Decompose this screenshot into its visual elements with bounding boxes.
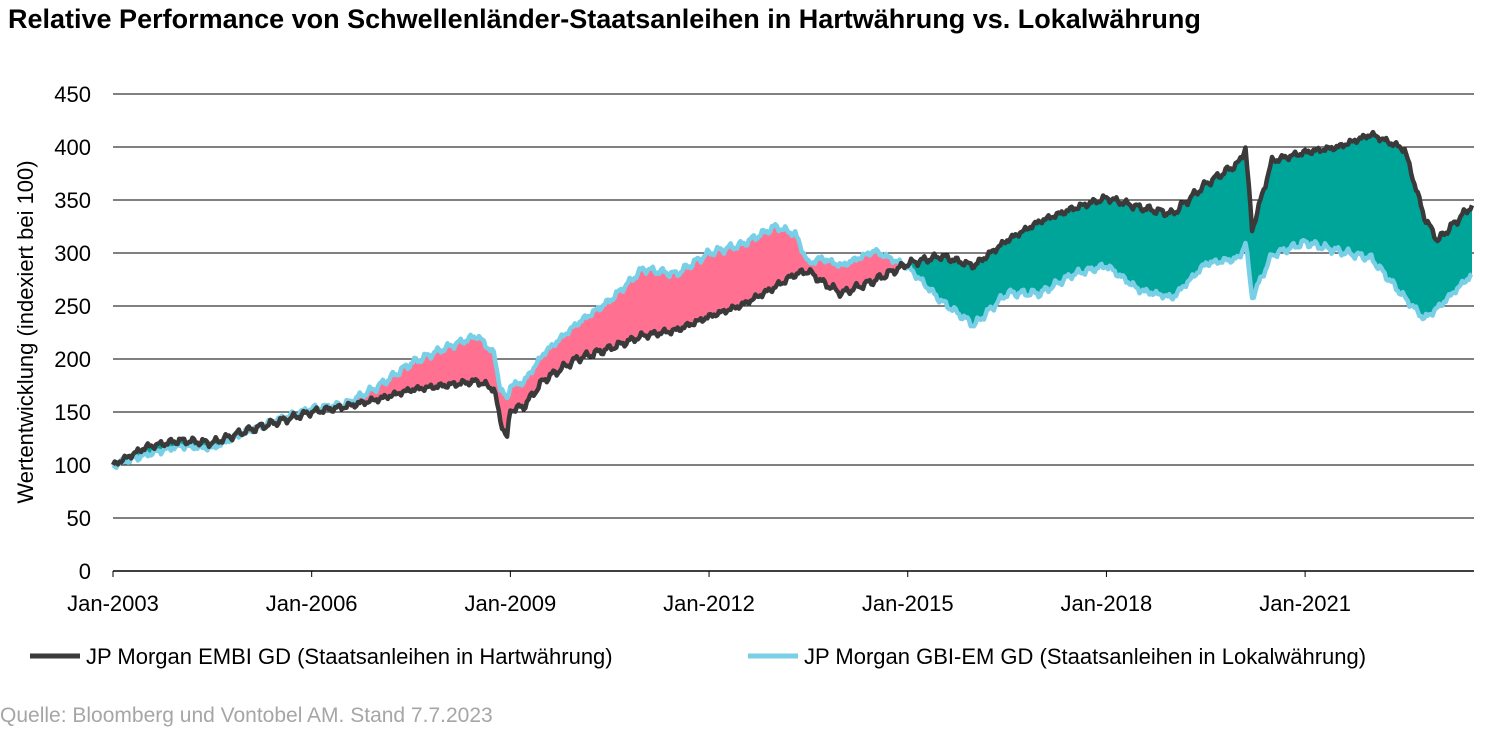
x-tick-label: Jan-2012: [663, 591, 755, 616]
source-note: Quelle: Bloomberg und Vontobel AM. Stand…: [0, 704, 493, 727]
x-tick-label: Jan-2018: [1061, 591, 1153, 616]
x-tick-label: Jan-2021: [1259, 591, 1351, 616]
y-tick-labels: 0 50 100 150 200 250 300 350 400 450: [54, 82, 91, 584]
y-tick-label: 250: [54, 294, 91, 319]
y-tick-label: 300: [54, 241, 91, 266]
series-lines: [110, 129, 1475, 470]
y-tick-label: 50: [67, 506, 91, 531]
x-tick-label: Jan-2003: [67, 591, 159, 616]
difference-fills: [113, 132, 1472, 468]
y-axis-label: Wertentwicklung (indexiert bei 100): [13, 160, 38, 503]
y-tick-label: 150: [54, 400, 91, 425]
y-tick-label: 450: [54, 82, 91, 107]
fill-hard-above-local: [113, 132, 1472, 468]
x-tick-label: Jan-2009: [464, 591, 556, 616]
legend-item-embi: JP Morgan EMBI GD (Staatsanleihen in Har…: [30, 644, 613, 669]
y-tick-label: 350: [54, 188, 91, 213]
y-tick-label: 100: [54, 453, 91, 478]
legend: JP Morgan EMBI GD (Staatsanleihen in Har…: [30, 644, 1366, 669]
x-tick-label: Jan-2015: [862, 591, 954, 616]
legend-label: JP Morgan GBI-EM GD (Staatsanleihen in L…: [804, 644, 1366, 669]
x-tick-labels: Jan-2003 Jan-2006 Jan-2009 Jan-2012 Jan-2015…: [67, 571, 1351, 616]
y-tick-label: 400: [54, 135, 91, 160]
x-tick-label: Jan-2006: [266, 591, 358, 616]
chart-title: Relative Performance von Schwellenländer…: [8, 4, 1201, 34]
series-line-embi: [110, 129, 1475, 467]
y-tick-label: 0: [79, 559, 91, 584]
legend-label: JP Morgan EMBI GD (Staatsanleihen in Har…: [86, 644, 613, 669]
legend-item-gbi-em: JP Morgan GBI-EM GD (Staatsanleihen in L…: [748, 644, 1366, 669]
y-tick-label: 200: [54, 347, 91, 372]
